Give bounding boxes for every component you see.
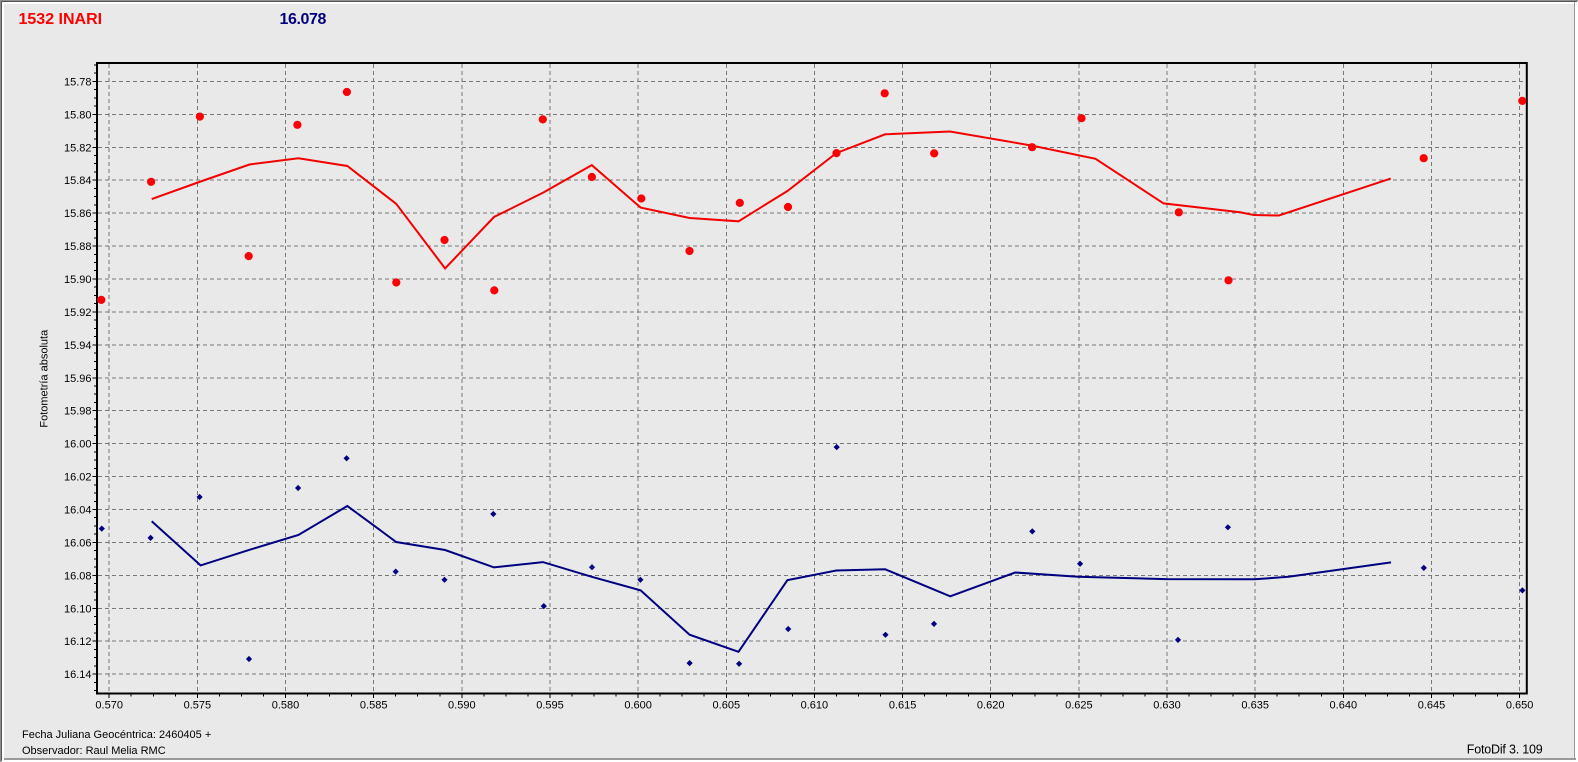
svg-text:0.590: 0.590	[448, 700, 476, 712]
svg-text:0.580: 0.580	[272, 700, 300, 712]
svg-text:0.570: 0.570	[95, 700, 123, 712]
svg-text:16.078: 16.078	[280, 11, 327, 28]
svg-text:16.02: 16.02	[64, 472, 92, 484]
svg-text:15.98: 15.98	[64, 406, 92, 418]
svg-text:15.94: 15.94	[64, 340, 92, 352]
svg-text:16.14: 16.14	[64, 669, 92, 681]
svg-text:0.650: 0.650	[1506, 700, 1534, 712]
svg-text:15.88: 15.88	[64, 241, 92, 253]
svg-text:0.615: 0.615	[889, 700, 917, 712]
svg-text:16.06: 16.06	[64, 537, 92, 549]
svg-text:15.78: 15.78	[64, 76, 92, 88]
svg-text:16.08: 16.08	[64, 570, 92, 582]
svg-text:0.630: 0.630	[1153, 700, 1181, 712]
svg-text:0.640: 0.640	[1330, 700, 1358, 712]
svg-text:15.84: 15.84	[64, 175, 92, 187]
svg-text:Fotometría absoluta: Fotometría absoluta	[39, 329, 51, 428]
svg-text:FotoDif 3. 109: FotoDif 3. 109	[1467, 743, 1543, 757]
svg-text:16.00: 16.00	[64, 439, 92, 451]
svg-text:15.86: 15.86	[64, 208, 92, 220]
svg-text:0.595: 0.595	[536, 700, 564, 712]
svg-text:Observador: Raul Melia RMC: Observador: Raul Melia RMC	[22, 745, 166, 757]
svg-text:0.610: 0.610	[801, 700, 829, 712]
svg-text:15.90: 15.90	[64, 274, 92, 286]
svg-text:15.80: 15.80	[64, 109, 92, 121]
svg-text:0.605: 0.605	[713, 700, 741, 712]
svg-text:15.96: 15.96	[64, 373, 92, 385]
svg-text:Fecha Juliana Geocéntrica: 246: Fecha Juliana Geocéntrica: 2460405 +	[22, 729, 211, 741]
svg-text:0.600: 0.600	[624, 700, 652, 712]
svg-text:0.575: 0.575	[184, 700, 212, 712]
svg-text:0.620: 0.620	[977, 700, 1005, 712]
svg-text:15.82: 15.82	[64, 142, 92, 154]
svg-text:16.12: 16.12	[64, 636, 92, 648]
svg-text:0.635: 0.635	[1241, 700, 1269, 712]
svg-text:16.10: 16.10	[64, 603, 92, 615]
svg-text:16.04: 16.04	[64, 505, 92, 517]
svg-text:1532 INARI: 1532 INARI	[19, 11, 103, 28]
svg-text:0.625: 0.625	[1065, 700, 1093, 712]
svg-text:0.585: 0.585	[360, 700, 388, 712]
svg-text:15.92: 15.92	[64, 307, 92, 319]
svg-text:0.645: 0.645	[1418, 700, 1446, 712]
